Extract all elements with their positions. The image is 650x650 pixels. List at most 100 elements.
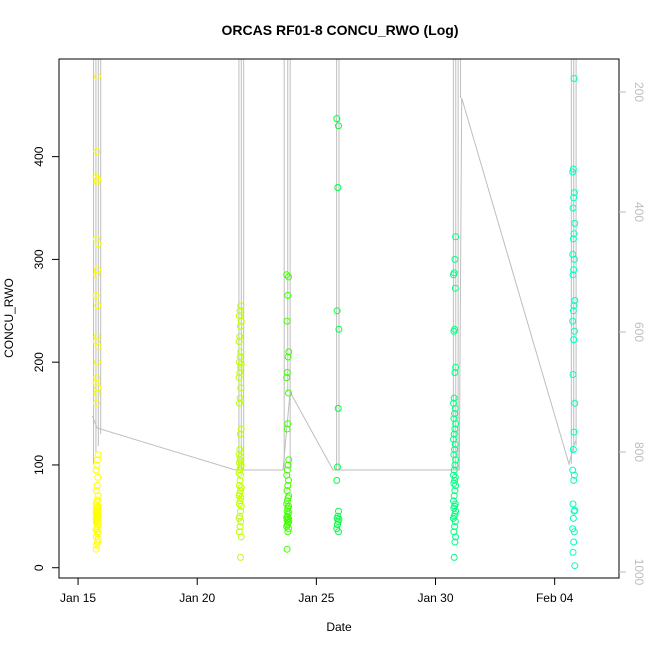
scatter-point [93,461,101,469]
scatter-point [236,523,244,531]
scatter-point [235,482,243,489]
scatter-point [237,553,244,561]
scatter-point [237,430,244,438]
scatter-point [235,312,243,320]
scatter-point [92,487,100,495]
scatter-point [334,463,341,471]
scatter-point [569,466,577,474]
scatter-point [450,471,457,479]
scatter-point [237,360,245,368]
scatter-point [237,484,245,492]
scatter-point [236,476,244,484]
scatter-point [570,336,578,344]
scatter-point [235,451,243,459]
scatter-point [236,512,244,520]
scatter-point [237,461,245,469]
scatter-point [334,404,342,412]
scatter-point [451,476,459,484]
chart-title: ORCAS RF01-8 CONCU_RWO (Log) [222,22,459,38]
scatter-point [452,363,460,371]
scatter-point [237,302,245,310]
scatter-point [570,538,578,546]
scatter-point [284,420,292,428]
right-y-tick-label: 200 [632,82,646,102]
scatter-point [570,327,578,335]
scatter-point [93,271,101,279]
scatter-point [237,384,245,392]
scatter-point [570,476,578,484]
scatter-point [93,503,101,511]
scatter-point [283,487,291,495]
x-tick-label: Jan 20 [179,591,215,605]
scatter-point [92,379,100,387]
scatter-point [236,369,244,376]
scatter-point [569,371,577,378]
right-y-tick-label: 400 [632,202,646,222]
scatter-point [236,307,244,315]
scatter-point [235,399,243,407]
scatter-point [452,482,460,489]
scatter-point [237,453,245,461]
axes: Jan 15 Jan 20 Jan 25 Jan 30 Feb 04 0 100 200 300… [32,58,646,605]
scatter-point [94,266,101,274]
scatter-point [451,410,459,418]
scatter-point [570,194,578,202]
scatter-point [93,374,101,382]
scatter-point [236,353,244,361]
scatter-point [333,476,341,484]
scatter-point [94,451,102,459]
scatter-point [451,284,459,292]
scatter-point [237,494,245,502]
scatter-point [334,512,342,520]
scatter-point [92,235,100,243]
scatter-point [235,358,243,366]
scatter-point [335,325,343,333]
scatter-point [571,219,579,227]
scatter-point [450,430,458,438]
scatter-point [94,73,101,80]
scatter-point [450,399,457,407]
scatter-point [570,189,578,197]
scatter-point [285,456,293,464]
scatter-point [237,322,244,330]
scatter-point [450,435,457,443]
scatter-point [569,500,577,508]
scatter-point [235,528,243,536]
scatter-point [451,369,459,376]
scatter-point [235,374,243,382]
scatter-point [236,394,244,402]
right-y-tick-label: 800 [632,442,646,462]
scatter-point [571,399,579,407]
scatter-point [569,168,577,176]
scatter-point [93,482,101,489]
scatter-point [237,425,245,433]
scatter-point [236,497,244,505]
scatter-point [570,428,578,436]
track-line [91,97,577,471]
scatter-point [92,466,100,474]
scatter-point [335,122,342,130]
scatter-point [285,502,292,510]
scatter-point [570,75,578,82]
scatter-point [569,250,577,258]
scatter-point [569,307,577,315]
scatter-point [94,175,102,183]
x-tick-label: Jan 15 [60,591,96,605]
scatter-point [335,507,342,515]
scatter-point [451,425,459,433]
scatter-point [451,538,459,546]
scatter-point [284,461,292,469]
x-tick-label: Jan 25 [298,591,334,605]
scatter-point [94,456,101,464]
scatter-point [284,528,292,536]
scatter-point [236,446,244,453]
scatter-point [571,562,579,570]
scatter-point [94,473,102,481]
scatter-point [569,204,577,212]
scatter-point [284,482,292,489]
scatter-point [570,230,578,238]
scatter-point [569,165,577,173]
right-y-tick-label: 600 [632,322,646,342]
y-tick-label: 0 [32,564,46,571]
scatter-point [94,535,102,543]
